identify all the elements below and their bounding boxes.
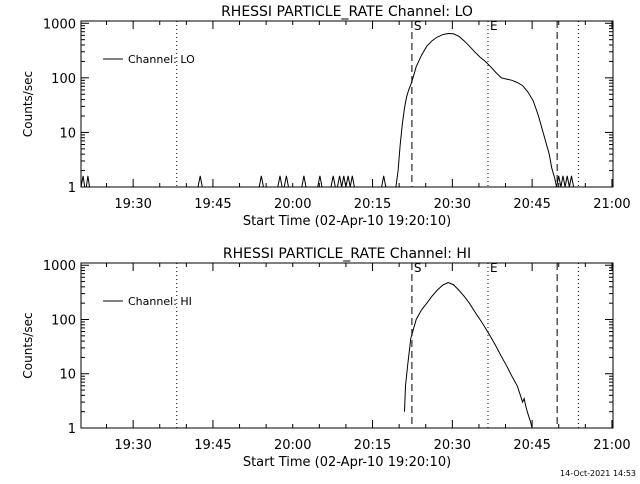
y-tick-label: 10 <box>59 368 76 383</box>
x-tick-label: 20:45 <box>513 197 550 212</box>
legend-label: Channel: HI <box>128 295 192 308</box>
x-tick-label: 21:00 <box>593 197 630 212</box>
y-tick-label: 1 <box>68 422 76 437</box>
x-tick-label: 20:15 <box>354 438 391 453</box>
x-tick-label: 20:30 <box>434 438 471 453</box>
footer-timestamp: 14-Oct-2021 14:53 <box>560 469 636 478</box>
y-tick-label: 1000 <box>43 259 76 274</box>
plot-frame <box>80 20 614 188</box>
chart-title: RHESSI PARTICLE_RATE Channel: HI <box>223 246 471 262</box>
legend-label: Channel: LO <box>128 53 195 66</box>
y-tick-label: 1 <box>68 181 76 196</box>
y-axis-label: Counts/sec <box>21 71 35 137</box>
x-tick-label: 20:30 <box>434 197 471 212</box>
series-line <box>404 281 533 429</box>
x-axis-label: Start Time (02-Apr-10 19:20:10) <box>243 455 451 470</box>
y-tick-label: 100 <box>51 313 76 328</box>
plot-frame <box>80 262 614 429</box>
x-tick-label: 21:00 <box>593 438 630 453</box>
x-axis-label: Start Time (02-Apr-10 19:20:10) <box>243 214 451 229</box>
x-tick-label: 19:45 <box>194 438 231 453</box>
y-tick-label: 1000 <box>43 17 76 32</box>
y-tick-label: 10 <box>59 126 76 141</box>
chart-panel-2: RHESSI PARTICLE_RATE Channel: HI Counts/s… <box>21 246 631 470</box>
x-tick-label: 19:30 <box>114 438 151 453</box>
marker-label: S <box>414 261 422 275</box>
marker-label: E <box>490 261 498 275</box>
x-tick-label: 19:45 <box>194 197 231 212</box>
marker-label: S <box>414 19 422 33</box>
y-axis-label: Counts/sec <box>21 312 35 378</box>
x-tick-label: 19:30 <box>114 197 151 212</box>
chart-title: RHESSI PARTICLE_RATE Channel: LO <box>221 4 473 20</box>
x-tick-label: 20:00 <box>274 197 311 212</box>
y-tick-label: 100 <box>51 72 76 87</box>
chart-panel-1: RHESSI PARTICLE_RATE Channel: LO Counts/s… <box>21 4 631 229</box>
series-line <box>80 32 576 188</box>
x-tick-label: 20:00 <box>274 438 311 453</box>
marker-label: E <box>490 19 498 33</box>
x-tick-label: 20:45 <box>513 438 550 453</box>
x-tick-label: 20:15 <box>354 197 391 212</box>
